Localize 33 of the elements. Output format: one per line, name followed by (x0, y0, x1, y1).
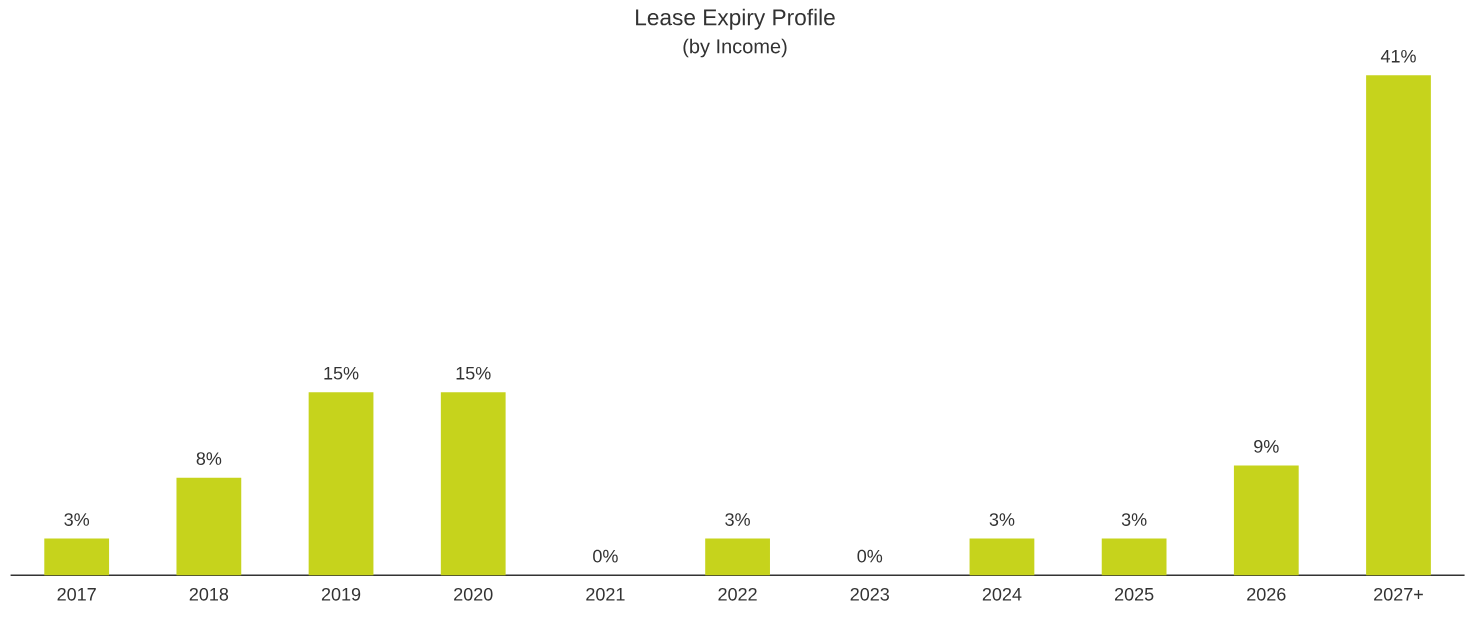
x-tick-label: 2024 (982, 587, 1022, 601)
data-label: 41% (1380, 49, 1416, 63)
bar (440, 392, 506, 576)
x-tick-label: 2023 (850, 587, 889, 601)
data-label: 3% (725, 513, 750, 526)
x-tick-label: 2017 (57, 587, 96, 601)
x-tick-label: 2025 (1115, 587, 1154, 601)
bar (1101, 538, 1167, 576)
bar (44, 538, 110, 576)
data-label: 9% (1254, 439, 1279, 453)
x-tick-label: 2027+ (1374, 587, 1423, 601)
x-tick-label: 2018 (189, 587, 229, 601)
bar (1366, 75, 1431, 576)
chart-title: Lease Expiry Profile (636, 8, 835, 30)
x-tick-label: 2022 (718, 587, 757, 601)
x-tick-label: 2019 (321, 587, 361, 601)
x-tick-label: 2020 (454, 587, 493, 601)
bar (308, 392, 374, 576)
data-label: 0% (593, 549, 618, 563)
data-label: 0% (857, 549, 883, 563)
x-tick-label: 2026 (1247, 587, 1286, 601)
bar (176, 477, 242, 576)
data-label: 3% (1121, 513, 1147, 526)
bar (1233, 465, 1299, 576)
data-label: 3% (64, 513, 90, 526)
data-label: 15% (456, 366, 491, 380)
bar (705, 538, 770, 576)
x-tick-label: 2021 (586, 587, 625, 601)
data-label: 3% (989, 513, 1015, 526)
data-label: 8% (196, 452, 222, 465)
bar (969, 538, 1035, 576)
data-label: 15% (324, 366, 359, 380)
chart-subtitle: (by Income) (683, 38, 787, 58)
